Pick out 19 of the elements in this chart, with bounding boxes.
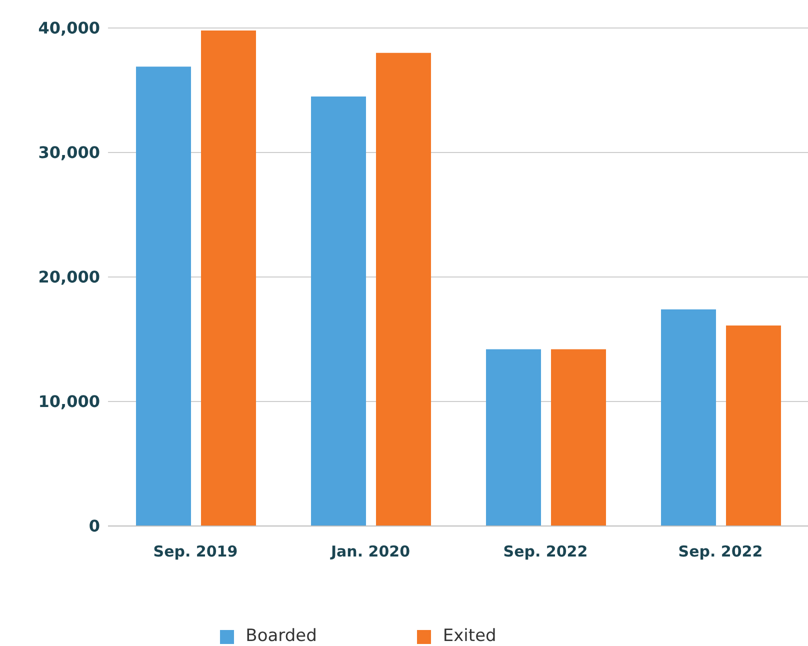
x-tick-label: Sep. 2022 (678, 542, 763, 561)
bar (311, 96, 366, 526)
bar (726, 326, 781, 526)
y-tick-label: 20,000 (38, 268, 100, 287)
bar (551, 349, 606, 526)
y-tick-label: 10,000 (38, 392, 100, 412)
y-tick-label: 40,000 (38, 18, 100, 38)
bar (486, 349, 541, 526)
y-tick-label: 0 (88, 516, 100, 536)
x-tick-label: Sep. 2019 (153, 542, 238, 561)
y-tick-label: 30,000 (38, 143, 100, 162)
x-tick-label: Jan. 2020 (330, 542, 410, 561)
bar (201, 30, 256, 526)
legend-label: Boarded (246, 626, 317, 646)
bar (376, 52, 431, 526)
x-tick-label: Sep. 2022 (503, 542, 588, 561)
bar (136, 66, 191, 526)
bar (661, 309, 716, 526)
legend-label: Exited (442, 626, 496, 646)
